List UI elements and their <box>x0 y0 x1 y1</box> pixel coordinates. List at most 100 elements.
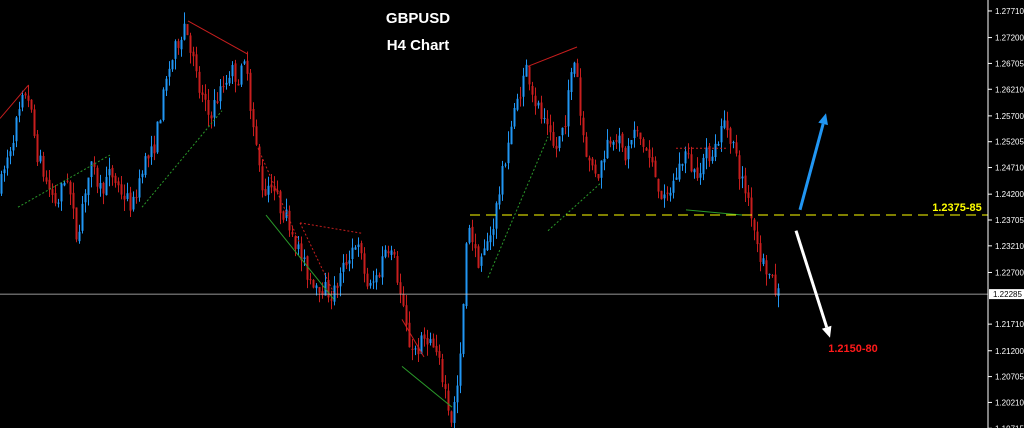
candle-body <box>459 353 462 386</box>
candle-body <box>747 192 750 198</box>
candle-body <box>537 102 540 106</box>
candle-body <box>759 243 762 262</box>
candle <box>333 276 336 306</box>
candle-body <box>273 186 276 192</box>
candle <box>777 283 780 308</box>
candle <box>33 104 36 139</box>
candle <box>489 226 492 250</box>
candle <box>648 140 651 168</box>
candle <box>477 244 480 269</box>
candle <box>426 329 429 356</box>
candle-body <box>234 63 237 82</box>
fractal-line <box>487 136 549 278</box>
candle <box>51 183 54 203</box>
candle-body <box>429 339 432 343</box>
candle <box>720 118 723 152</box>
candle <box>9 146 12 165</box>
candle-body <box>471 226 474 243</box>
candle <box>312 279 315 289</box>
candle-body <box>711 156 714 161</box>
target-level-label: 1.2150-80 <box>828 343 878 355</box>
candle <box>240 63 243 88</box>
candle <box>528 65 531 91</box>
candle-body <box>48 179 51 190</box>
candle <box>336 282 339 298</box>
candle <box>552 121 555 148</box>
candle-body <box>555 145 558 149</box>
candle-body <box>279 191 282 214</box>
candle <box>651 147 654 167</box>
candle <box>12 135 15 156</box>
candle <box>672 173 675 199</box>
candle <box>210 111 213 129</box>
candle-body <box>291 231 294 235</box>
candle-body <box>621 133 624 148</box>
candle-body <box>153 144 156 154</box>
candle <box>591 156 594 171</box>
candle <box>759 235 762 272</box>
candle-body <box>414 348 417 350</box>
candle-body <box>402 294 405 306</box>
candle-body <box>603 158 606 163</box>
candle-body <box>63 182 66 186</box>
candle-body <box>690 154 693 172</box>
candle <box>423 327 426 347</box>
candle <box>609 136 612 148</box>
candle <box>735 134 738 157</box>
candle-body <box>753 219 756 231</box>
candle <box>642 137 645 153</box>
candle-body <box>99 182 102 189</box>
candle-body <box>267 185 270 195</box>
candle-body <box>189 35 192 53</box>
candle-body <box>666 192 669 194</box>
candle-body <box>516 98 519 110</box>
candle <box>465 242 468 309</box>
candle <box>678 152 681 182</box>
candle-body <box>165 78 168 91</box>
candle <box>63 181 66 187</box>
candle-body <box>156 121 159 153</box>
candle-body <box>150 146 153 158</box>
levels-layer <box>0 214 988 295</box>
candle-body <box>540 102 543 119</box>
y-tick-label: 1.23210 <box>995 242 1024 251</box>
candle <box>120 175 123 200</box>
candle-body <box>528 66 531 85</box>
price-axis-ticks: 1.27710 1.27200 1.26705 1.26210 1.25700 1.252… <box>988 7 1024 428</box>
candle <box>270 173 273 194</box>
y-tick-label: 1.19715 <box>995 424 1024 428</box>
candle <box>654 156 657 178</box>
candle <box>288 205 291 237</box>
candle <box>291 226 294 238</box>
current-price-box <box>989 289 1024 300</box>
candle-body <box>636 130 639 132</box>
candle <box>519 86 522 107</box>
candle <box>480 253 483 272</box>
candle-body <box>57 202 60 204</box>
candle-body <box>726 120 729 131</box>
candle <box>180 36 183 57</box>
candle-body <box>42 156 45 177</box>
candle <box>267 176 270 203</box>
candle-body <box>705 147 708 159</box>
candle-body <box>717 144 720 146</box>
candle-body <box>84 193 87 203</box>
candle-body <box>120 184 123 195</box>
candle-body <box>162 89 165 120</box>
candle <box>237 79 240 86</box>
candle-body <box>468 227 471 243</box>
candle <box>318 286 321 303</box>
candle-body <box>687 153 690 155</box>
chart-subtitle: H4 Chart <box>387 37 450 54</box>
candle-body <box>321 291 324 296</box>
candle-body <box>333 285 336 302</box>
candle-body <box>228 77 231 84</box>
candle <box>384 245 387 259</box>
candle-body <box>657 178 660 192</box>
candle-body <box>522 75 525 97</box>
candle <box>372 270 375 290</box>
candle-body <box>615 140 618 142</box>
candle <box>744 167 747 202</box>
candle <box>504 162 507 168</box>
candle <box>762 253 765 267</box>
